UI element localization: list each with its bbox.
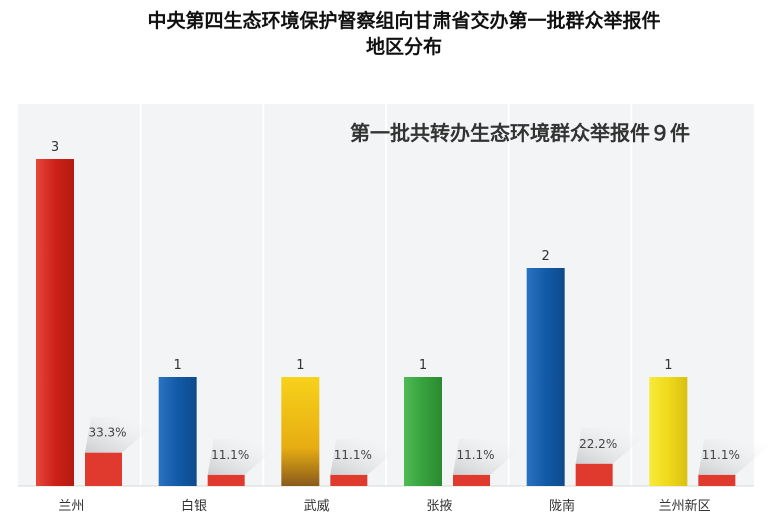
percent-bar	[698, 474, 736, 486]
percent-bar-shadow	[85, 416, 164, 453]
x-tick-label: 白银	[181, 498, 207, 514]
count-bar	[36, 159, 74, 486]
percent-bar-shadow	[330, 438, 410, 475]
chart-title-line-2: 地区分布	[365, 36, 442, 58]
count-data-label: 2	[542, 249, 550, 264]
percent-bar-shadow	[575, 427, 655, 464]
percent-data-label: 11.1%	[456, 448, 494, 462]
percent-bar	[330, 474, 368, 486]
percent-bar-shadow	[453, 438, 532, 475]
count-bar	[158, 377, 197, 486]
percent-bar	[453, 474, 490, 486]
count-bar	[404, 377, 442, 486]
x-tick-label: 兰州	[58, 499, 84, 514]
x-tick-label: 陇南	[549, 498, 575, 514]
count-bar	[526, 268, 565, 486]
chart-title-line-1: 中央第四生态环境保护督察组向甘肃省交办第一批群众举报件	[147, 10, 661, 32]
count-data-label: 1	[664, 358, 672, 373]
percent-bar	[207, 474, 245, 486]
percent-data-label: 11.1%	[702, 448, 740, 462]
count-data-label: 1	[174, 358, 182, 373]
percent-bar-shadow	[698, 438, 768, 475]
count-data-label: 1	[419, 358, 427, 373]
percent-data-label: 11.1%	[334, 448, 372, 462]
percent-bar	[85, 452, 122, 486]
count-bar	[649, 377, 688, 486]
percent-bar	[575, 463, 613, 486]
count-data-label: 3	[51, 140, 59, 155]
chart-annotation: 第一批共转办生态环境群众举报件９件	[350, 121, 690, 145]
percent-data-label: 22.2%	[579, 437, 617, 451]
percent-bar-shadow	[207, 438, 287, 475]
x-tick-label: 武威	[304, 499, 330, 514]
count-bar	[281, 377, 320, 486]
percent-data-label: 11.1%	[211, 448, 249, 462]
percent-data-label: 33.3%	[88, 426, 126, 440]
count-data-label: 1	[296, 358, 304, 373]
x-tick-label: 兰州新区	[659, 498, 711, 514]
x-tick-label: 张掖	[426, 499, 452, 514]
chart-title: 中央第四生态环境保护督察组向甘肃省交办第一批群众举报件 地区分布	[0, 8, 768, 60]
